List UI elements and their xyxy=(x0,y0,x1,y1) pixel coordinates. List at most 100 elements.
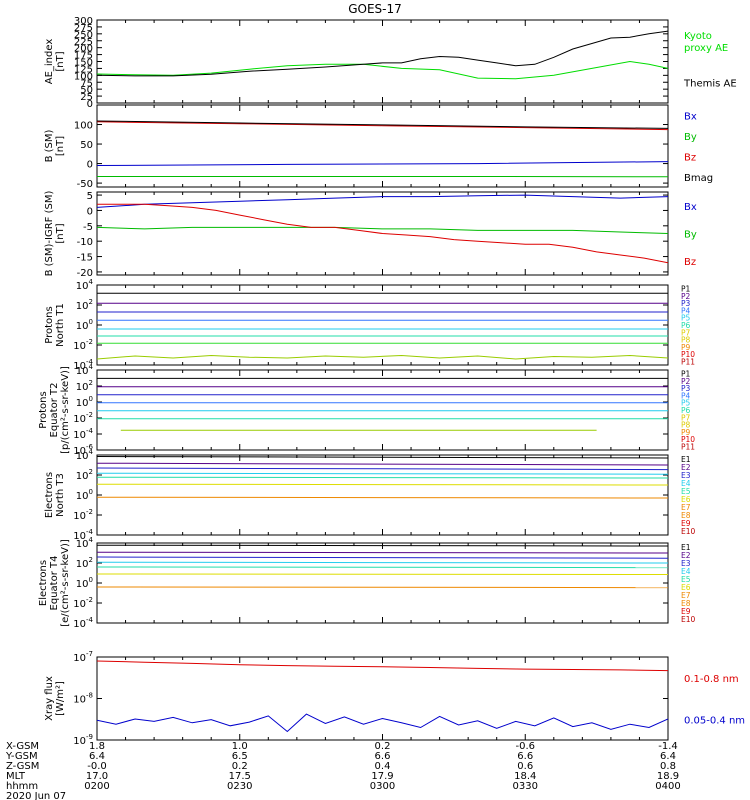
y-axis-label: [W/m²] xyxy=(55,681,66,716)
y-axis-label: North T1 xyxy=(55,303,66,347)
legend-entry: E1 xyxy=(681,543,691,552)
legend-entry: By xyxy=(684,132,697,143)
legend-entry: E10 xyxy=(681,615,696,624)
series-line-themis-ae xyxy=(97,30,668,77)
legend-entry: P4 xyxy=(681,306,691,315)
series-line-e2 xyxy=(97,551,668,554)
legend-entry: Kyoto xyxy=(684,31,712,42)
y-tick-label: -50 xyxy=(77,179,93,190)
series-line-e7 xyxy=(97,496,668,499)
x-tick-value: 0.4 xyxy=(375,761,391,772)
panels: 0255075100125150175200225250275300AE_ind… xyxy=(38,16,745,747)
y-tick-label: 125 xyxy=(74,64,93,75)
legend-entry: E3 xyxy=(681,471,691,480)
y-tick-label: 100 xyxy=(76,488,93,502)
x-tick-value: 17.9 xyxy=(371,771,393,782)
x-tick-value: 0230 xyxy=(227,781,252,792)
y-tick-label: 100 xyxy=(76,395,93,409)
legend-entry: E4 xyxy=(681,479,691,488)
y-tick-label: 104 xyxy=(76,536,94,550)
legend-entry: E2 xyxy=(681,463,691,472)
panel-frame xyxy=(96,454,669,536)
legend-entry: P1 xyxy=(681,285,691,294)
y-axis-label: AE_index xyxy=(44,39,55,85)
legend-entry: P10 xyxy=(681,350,695,359)
y-tick-label: 10-2 xyxy=(73,596,93,610)
series-line-kyoto-proxy-ae xyxy=(97,60,668,80)
legend-entry: E9 xyxy=(681,607,691,616)
legend-entry: E8 xyxy=(681,599,691,608)
y-axis-label: [e/(cm²-s-sr-keV)] xyxy=(60,539,71,627)
series-line-e3 xyxy=(97,556,668,559)
legend-entry: P2 xyxy=(681,292,691,301)
x-tick-value: 0.2 xyxy=(375,741,391,752)
x-tick-value: -0.0 xyxy=(87,761,107,772)
legend-entry: E1 xyxy=(681,455,691,464)
legend-entry: P7 xyxy=(681,328,691,337)
y-axis-label: [nT] xyxy=(55,223,66,243)
x-tick-value: 0.8 xyxy=(660,761,676,772)
y-tick-label: 100 xyxy=(76,318,93,332)
legend-entry: E6 xyxy=(681,495,691,504)
series-line-e1 xyxy=(97,456,668,459)
y-tick-label: 102 xyxy=(76,298,93,312)
x-row-label: MLT xyxy=(6,771,26,782)
x-row-label: X-GSM xyxy=(6,741,39,752)
x-row-label: hhmm xyxy=(6,781,38,792)
series-line-by xyxy=(97,226,668,234)
y-tick-label: 250 xyxy=(74,30,93,41)
x-tick-value: 6.6 xyxy=(517,751,533,762)
y-tick-label: 100 xyxy=(76,576,93,590)
y-axis-label: Equator T4 xyxy=(49,556,60,611)
y-tick-label: -5 xyxy=(83,222,93,233)
legend-entry: P8 xyxy=(681,421,691,430)
legend: 0.1-0.8 nm 0.05-0.4 nm xyxy=(684,674,745,727)
legend-entry: P3 xyxy=(681,384,691,393)
y-tick-label: 200 xyxy=(74,44,93,55)
y-tick-label: 102 xyxy=(76,379,93,393)
panel-2: -50 0 50 100 B (SM) [nT] Bx By Bz Bmag xyxy=(44,104,713,190)
series-line-e1 xyxy=(97,544,668,547)
series-line-bz xyxy=(97,203,668,264)
legend-entry: P9 xyxy=(681,428,691,437)
y-tick-label: 25 xyxy=(80,92,93,103)
panel-frame xyxy=(96,19,669,104)
y-tick-label: 10-7 xyxy=(73,650,93,664)
y-tick-label: 102 xyxy=(76,468,93,482)
legend-entry: E10 xyxy=(681,527,696,536)
x-tick-value: 18.4 xyxy=(514,771,536,782)
panel-frame xyxy=(96,542,669,624)
y-tick-label: 104 xyxy=(76,278,94,292)
y-axis-label: [nT] xyxy=(55,51,66,71)
panel-7: 10-4 10-2 100 102 104 Electrons Equator T4 [e/(… xyxy=(38,536,696,630)
legend-entry: P6 xyxy=(681,321,691,330)
y-axis-label: [p/(cm²-s-sr-keV)] xyxy=(60,366,71,454)
legend-entry: E2 xyxy=(681,551,691,560)
legend-entry: 0.1-0.8 nm xyxy=(684,674,739,685)
x-tick-value: 18.9 xyxy=(657,771,679,782)
series-line-e6 xyxy=(97,573,668,575)
series-line-p8 xyxy=(97,354,668,360)
y-axis-label: Protons xyxy=(38,391,49,428)
series-line-e5 xyxy=(97,476,668,479)
legend-entry: E7 xyxy=(681,503,691,512)
legend-entry: P9 xyxy=(681,343,691,352)
y-tick-label: -20 xyxy=(77,268,93,279)
legend-entry: P3 xyxy=(681,299,691,308)
legend-entry: Bz xyxy=(684,257,696,268)
x-row-label: 2020 Jun 07 xyxy=(6,791,66,800)
y-tick-label: 104 xyxy=(76,363,94,377)
y-tick-label: 100 xyxy=(74,121,93,132)
legend-entry: Themis AE xyxy=(683,78,737,89)
y-tick-label: 0 xyxy=(87,99,93,110)
x-tick-value: 0.6 xyxy=(517,761,533,772)
legend-entry: P2 xyxy=(681,377,691,386)
y-tick-label: 104 xyxy=(76,448,94,462)
legend-entry: E6 xyxy=(681,583,691,592)
y-tick-label: 10-2 xyxy=(73,411,93,425)
legend-entry: P10 xyxy=(681,435,695,444)
x-tick-value: -0.6 xyxy=(515,741,535,752)
